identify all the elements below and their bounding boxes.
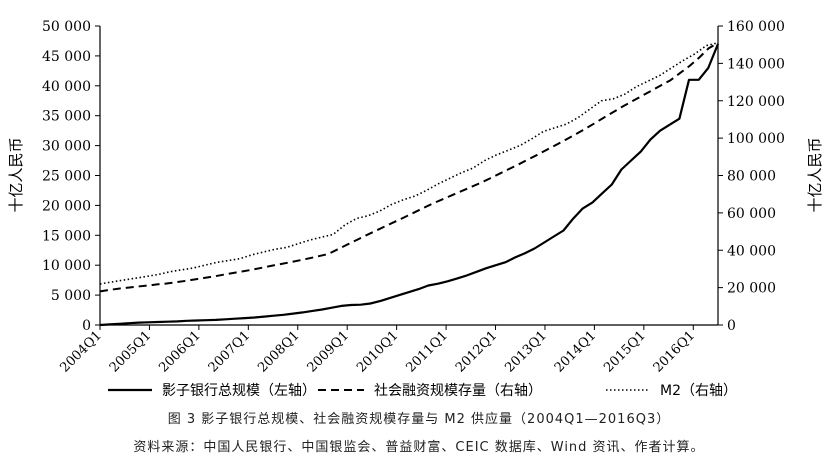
x-tick-label: 2007Q1 [206, 328, 253, 375]
y-left-tick-label: 0 [82, 318, 91, 334]
x-tick-label: 2016Q1 [651, 328, 698, 375]
x-tick-label: 2014Q1 [552, 328, 599, 375]
y-left-tick-label: 40 000 [42, 79, 91, 95]
y-right-tick-label: 0 [727, 318, 736, 334]
legend-label-m2: M2（右轴） [660, 383, 737, 399]
y-right-tick-label: 160 000 [727, 19, 785, 35]
y-left-tick-label: 45 000 [42, 49, 91, 65]
y-left-tick-label: 15 000 [42, 228, 91, 244]
series-m2-line [99, 42, 719, 285]
series-social-financing-line [99, 41, 719, 293]
legend-label-shadow-banking: 影子银行总规模（左轴） [162, 383, 316, 399]
y-right-tick-label: 140 000 [727, 56, 785, 72]
y-left-tick-label: 30 000 [42, 139, 91, 155]
y-left-tick-label: 50 000 [42, 19, 91, 35]
x-tick-label: 2005Q1 [107, 328, 154, 375]
y-axis-right-label: 十亿人民币 [806, 137, 824, 212]
legend: 影子银行总规模（左轴） 社会融资规模存量（右轴） M2（右轴） [108, 383, 737, 399]
x-tick-label: 2006Q1 [156, 328, 203, 375]
x-tick-label: 2011Q1 [404, 328, 451, 375]
y-right-tick-label: 80 000 [727, 169, 776, 185]
legend-label-social-financing: 社会融资规模存量（右轴） [374, 383, 542, 399]
x-tick-label: 2004Q1 [57, 328, 104, 375]
series-shadow-banking-line [99, 43, 720, 327]
y-axis-left-ticks: 0 5 000 10 000 15 000 20 000 25 000 30 000 35 0… [42, 19, 100, 334]
y-right-tick-label: 60 000 [727, 206, 776, 222]
x-tick-label: 2012Q1 [453, 328, 500, 375]
y-axis-right-ticks: 0 20 000 40 000 60 000 80 000 100 000 120 000 1… [718, 19, 785, 334]
x-axis-ticks: 2004Q1 2005Q1 2006Q1 2007Q1 2008Q1 2009Q1 2010… [57, 325, 698, 376]
y-left-tick-label: 25 000 [42, 169, 91, 185]
series-lines [99, 41, 720, 327]
y-right-tick-label: 120 000 [727, 94, 785, 110]
data-source-note: 资料来源：中国人民银行、中国银监会、普益财富、CEIC 数据库、Wind 资讯、… [133, 440, 705, 455]
x-tick-label: 2015Q1 [601, 328, 648, 375]
y-left-tick-label: 10 000 [42, 258, 91, 274]
y-left-tick-label: 35 000 [42, 109, 91, 125]
y-left-tick-label: 5 000 [51, 288, 91, 304]
figure-caption: 图 3 影子银行总规模、社会融资规模存量与 M2 供应量（2004Q1—2016… [167, 412, 671, 427]
y-axis-left-label: 十亿人民币 [7, 137, 25, 212]
x-tick-label: 2013Q1 [502, 328, 549, 375]
x-tick-label: 2008Q1 [255, 328, 302, 375]
x-tick-label: 2010Q1 [354, 328, 401, 375]
y-left-tick-label: 20 000 [42, 198, 91, 214]
y-right-tick-label: 40 000 [727, 243, 776, 259]
y-right-tick-label: 100 000 [727, 131, 785, 147]
y-right-tick-label: 20 000 [727, 281, 776, 297]
x-tick-label: 2009Q1 [305, 328, 352, 375]
